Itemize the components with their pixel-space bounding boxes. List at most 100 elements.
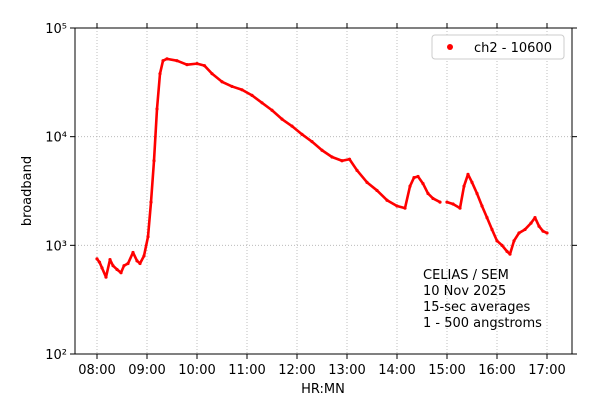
data-point (115, 267, 119, 272)
data-point (500, 243, 504, 247)
data-point (97, 260, 102, 264)
data-point (158, 72, 162, 76)
data-point (149, 200, 153, 204)
data-point (445, 200, 449, 204)
data-point (155, 107, 159, 111)
data-point (195, 62, 199, 66)
data-point (210, 72, 214, 76)
data-point (310, 140, 314, 144)
data-point (408, 184, 412, 188)
data-point (161, 59, 165, 63)
y-tick-label: 10⁵ (45, 22, 67, 37)
annotation-line: 15-sec averages (423, 300, 531, 315)
data-point (470, 180, 474, 184)
data-point (320, 148, 324, 152)
annotation-line: 1 - 500 angstroms (423, 316, 542, 331)
data-point (220, 80, 224, 84)
data-point (495, 239, 499, 243)
data-point (100, 266, 104, 270)
data-point (537, 224, 541, 228)
x-tick-label: 14:00 (378, 363, 415, 378)
data-point (512, 239, 516, 243)
data-point (485, 215, 489, 220)
data-point (541, 229, 545, 233)
data-point (152, 159, 156, 163)
data-point (403, 206, 407, 210)
y-tick-label: 10² (45, 348, 67, 363)
plot (95, 57, 549, 279)
data-point (385, 198, 389, 202)
data-point (431, 196, 435, 201)
data-point (138, 261, 142, 266)
data-point (508, 252, 512, 256)
x-tick-label: 12:00 (278, 363, 315, 378)
data-point (95, 257, 99, 261)
y-tick-label: 10³ (45, 239, 67, 254)
data-point (126, 261, 130, 266)
data-point (426, 191, 430, 196)
data-point (135, 259, 139, 263)
x-tick-label: 17:00 (528, 363, 565, 378)
data-point (347, 157, 352, 161)
data-point (202, 64, 207, 68)
data-point (185, 63, 189, 67)
x-tick-label: 10:00 (178, 363, 215, 378)
data-point (131, 250, 135, 255)
data-point (523, 227, 527, 232)
data-point (230, 84, 234, 89)
ticks: 08:00 09:00 10:00 11:00 12:00 13:00 14:00 15:00… (45, 22, 577, 378)
data-point (142, 254, 146, 258)
legend-marker (447, 44, 453, 50)
data-point (412, 176, 416, 180)
y-axis-label: broadband (20, 156, 35, 226)
data-point (330, 155, 334, 159)
x-tick-label: 09:00 (128, 363, 165, 378)
data-point (451, 202, 455, 206)
data-point (270, 108, 274, 112)
x-tick-label: 08:00 (78, 363, 115, 378)
data-point (240, 88, 244, 92)
annotation-line: 10 Nov 2025 (423, 284, 506, 299)
data-point (395, 204, 399, 208)
data-point (480, 204, 484, 208)
data-point (505, 249, 509, 253)
data-point (355, 168, 359, 172)
data-point (375, 188, 379, 193)
data-point (365, 180, 369, 184)
data-point (290, 124, 294, 128)
x-tick-label: 11:00 (228, 363, 265, 378)
data-point (260, 101, 264, 105)
data-point (421, 181, 425, 186)
data-point (165, 57, 169, 61)
legend: ch2 - 10600 (431, 34, 565, 60)
y-tick-label: 10⁴ (45, 131, 67, 146)
data-point (108, 257, 112, 262)
data-point (340, 159, 344, 163)
data-point (175, 59, 179, 63)
data-point (280, 117, 284, 121)
data-point (104, 275, 108, 279)
x-tick-label: 15:00 (428, 363, 465, 378)
data-point (529, 221, 533, 225)
data-point (111, 264, 115, 268)
x-tick-label: 13:00 (328, 363, 365, 378)
data-point (545, 231, 549, 235)
data-point (416, 174, 420, 179)
axes-frame (74, 27, 573, 355)
data-point (250, 93, 254, 97)
data-point (146, 235, 150, 239)
data-point (438, 200, 442, 204)
data-point (466, 172, 470, 176)
data-point (490, 227, 494, 232)
data-point (533, 215, 537, 220)
legend-box (431, 34, 565, 60)
data-point (517, 231, 521, 235)
data-point (462, 184, 466, 188)
data-point (475, 191, 479, 196)
x-axis-label: HR:MN (301, 382, 345, 397)
legend-label: ch2 - 10600 (474, 41, 552, 56)
annotation-line: CELIAS / SEM (423, 268, 509, 283)
x-tick-label: 16:00 (478, 363, 515, 378)
